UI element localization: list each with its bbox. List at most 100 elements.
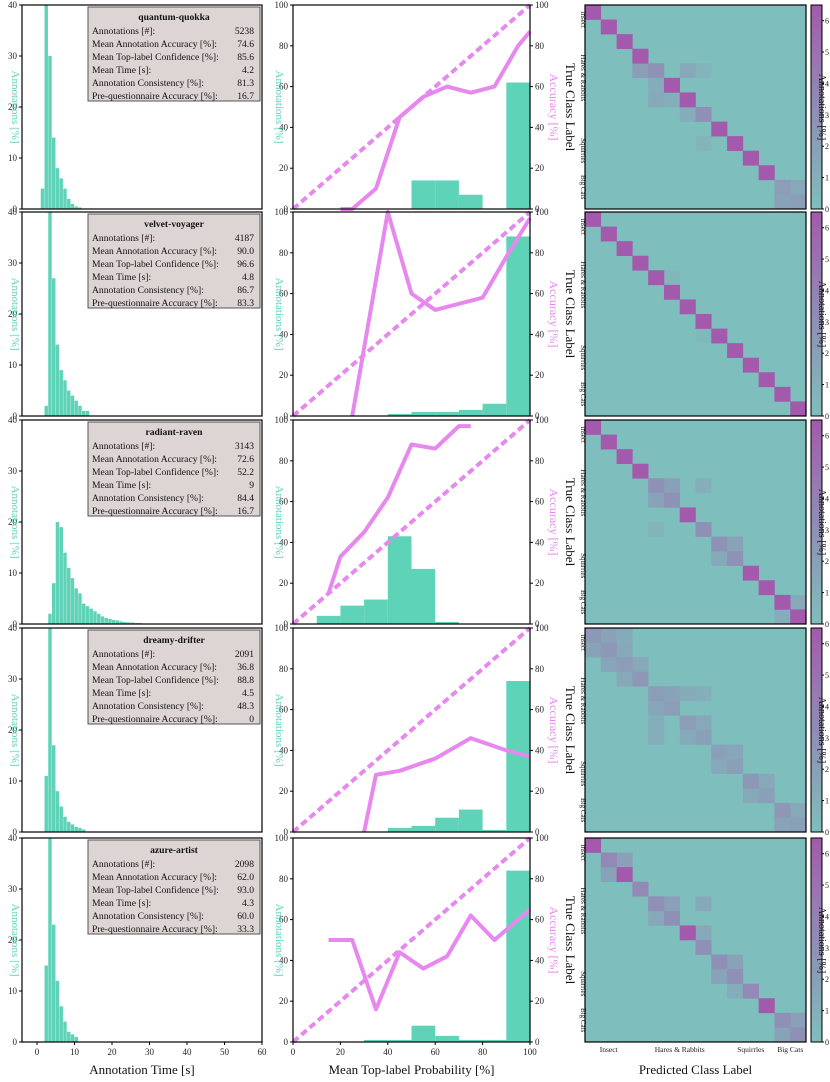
- confusion-cell: [632, 881, 649, 897]
- colorbar: [810, 627, 823, 833]
- calibration-hist-bar: [316, 615, 341, 624]
- confusion-cell: [790, 594, 807, 610]
- stats-value: 86.7: [237, 285, 254, 296]
- confusion-cell: [648, 896, 665, 912]
- colorbar-axis-label: Annotations [%]: [816, 74, 827, 140]
- time-hist-bar: [52, 924, 56, 1042]
- confusion-frame: [584, 4, 807, 210]
- calibration-left-tick-label: 80: [279, 874, 289, 884]
- time-hist-bar: [55, 791, 60, 832]
- calibration-left-tick-label: 20: [279, 578, 289, 588]
- stats-label: Mean Time [s]:: [92, 272, 151, 283]
- time-hist-bar: [74, 206, 78, 209]
- confusion-cell: [790, 179, 807, 195]
- confusion-cell: [774, 802, 791, 818]
- time-hist-bar: [44, 965, 48, 1042]
- colorbar-axis-label: Annotations [%]: [816, 907, 827, 973]
- calibration-right-tick-label: 60: [535, 497, 545, 507]
- confusion-cell: [727, 551, 744, 567]
- confusion-cell: [758, 372, 775, 388]
- calibration-right-tick-label: 20: [535, 578, 545, 588]
- confusion-cell: [648, 478, 665, 494]
- time-hist-bar: [44, 405, 48, 416]
- confusion-class-label: Big Cats: [579, 590, 587, 615]
- colorbar: [810, 419, 823, 625]
- time-hist-bar: [52, 745, 56, 832]
- stats-title: azure-artist: [150, 845, 199, 856]
- accuracy-line: [350, 210, 532, 417]
- stats-value: 96.6: [237, 259, 254, 270]
- time-y-tick-label: 30: [8, 258, 18, 268]
- confusion-cell: [711, 551, 728, 567]
- stats-title: dreamy-drifter: [143, 635, 205, 646]
- time-y-tick-label: 30: [8, 674, 18, 684]
- colorbar-tick-label: 5: [825, 48, 829, 57]
- confusion-class-label: Squirrles: [579, 761, 587, 787]
- calibration-right-tick-label: 0: [535, 411, 540, 421]
- stats-label: Annotation Consistency [%]:: [92, 78, 204, 89]
- stats-label: Mean Top-label Confidence [%]:: [92, 885, 219, 896]
- confusion-cell: [679, 63, 696, 79]
- calibration-left-tick-label: 0: [284, 619, 289, 629]
- colorbar-tick-label: 3: [825, 318, 829, 327]
- calibration-right-tick-label: 80: [535, 41, 545, 51]
- confusion-class-label: Big Cats: [579, 382, 587, 407]
- calibration-hist-bar: [387, 536, 412, 624]
- confusion-cell: [616, 867, 633, 883]
- confusion-cell: [790, 1012, 807, 1028]
- stats-title: quantum-quokka: [138, 12, 210, 23]
- stats-value: 0: [249, 714, 254, 725]
- confusion-cell: [790, 609, 807, 625]
- stats-value: 74.6: [237, 39, 254, 50]
- confusion-cell: [616, 642, 633, 658]
- confusion-class-label: Hares & Rabbits: [579, 262, 587, 309]
- confusion-cell: [616, 852, 633, 868]
- stats-value: 16.7: [237, 91, 254, 102]
- calibration-x-tick-label: 80: [478, 1047, 488, 1057]
- colorbar-tick-label: 6: [825, 432, 829, 441]
- stats-value: 48.3: [237, 701, 254, 712]
- confusion-cell: [727, 136, 744, 152]
- confusion-class-label: Insect: [579, 844, 587, 861]
- confusion-cell: [648, 77, 665, 93]
- confusion-cell: [711, 328, 728, 344]
- confusion-cell: [600, 852, 617, 868]
- stats-title: velvet-voyager: [144, 219, 204, 230]
- time-y-tick-label: 0: [13, 827, 18, 837]
- confusion-cell: [774, 1012, 791, 1028]
- calibration-left-tick-label: 100: [275, 623, 289, 633]
- time-hist-bar: [48, 613, 52, 624]
- confusion-cell: [663, 686, 681, 702]
- time-hist-bar: [55, 344, 60, 416]
- confusion-x-class-label: Squirrles: [737, 1045, 764, 1054]
- confusion-cell: [648, 686, 665, 702]
- calibration-left-tick-label: 60: [279, 497, 289, 507]
- time-y-tick-label: 0: [13, 1037, 18, 1047]
- time-y-tick-label: 20: [8, 935, 18, 945]
- stats-value: 93.0: [237, 885, 254, 896]
- time-y-tick-label: 20: [8, 725, 18, 735]
- time-hist-bar: [59, 178, 63, 209]
- confusion-y-axis-label: True Class Label: [563, 686, 578, 775]
- time-hist-bar: [63, 816, 67, 832]
- confusion-cell: [742, 150, 759, 166]
- time-y-tick-label: 30: [8, 51, 18, 61]
- confusion-cell: [695, 715, 712, 731]
- confusion-cell: [711, 536, 728, 552]
- time-y-tick-label: 40: [8, 207, 18, 217]
- calibration-right-axis-label: Accuracy [%]: [547, 697, 561, 764]
- calibration-right-axis-label: Accuracy [%]: [547, 74, 561, 141]
- stats-value: 36.8: [237, 662, 254, 673]
- confusion-class-label: Hares & Rabbits: [579, 678, 587, 725]
- calibration-hist-bar: [435, 180, 459, 209]
- colorbar-tick-label: 6: [825, 850, 829, 859]
- confusion-cell: [711, 121, 728, 137]
- stats-label: Pre-questionnaire Accuracy [%]:: [92, 714, 218, 725]
- time-hist-bar: [78, 207, 82, 209]
- stats-label: Mean Time [s]:: [92, 688, 151, 699]
- colorbar-tick-label: 0: [825, 205, 829, 214]
- time-y-tick-label: 10: [8, 360, 18, 370]
